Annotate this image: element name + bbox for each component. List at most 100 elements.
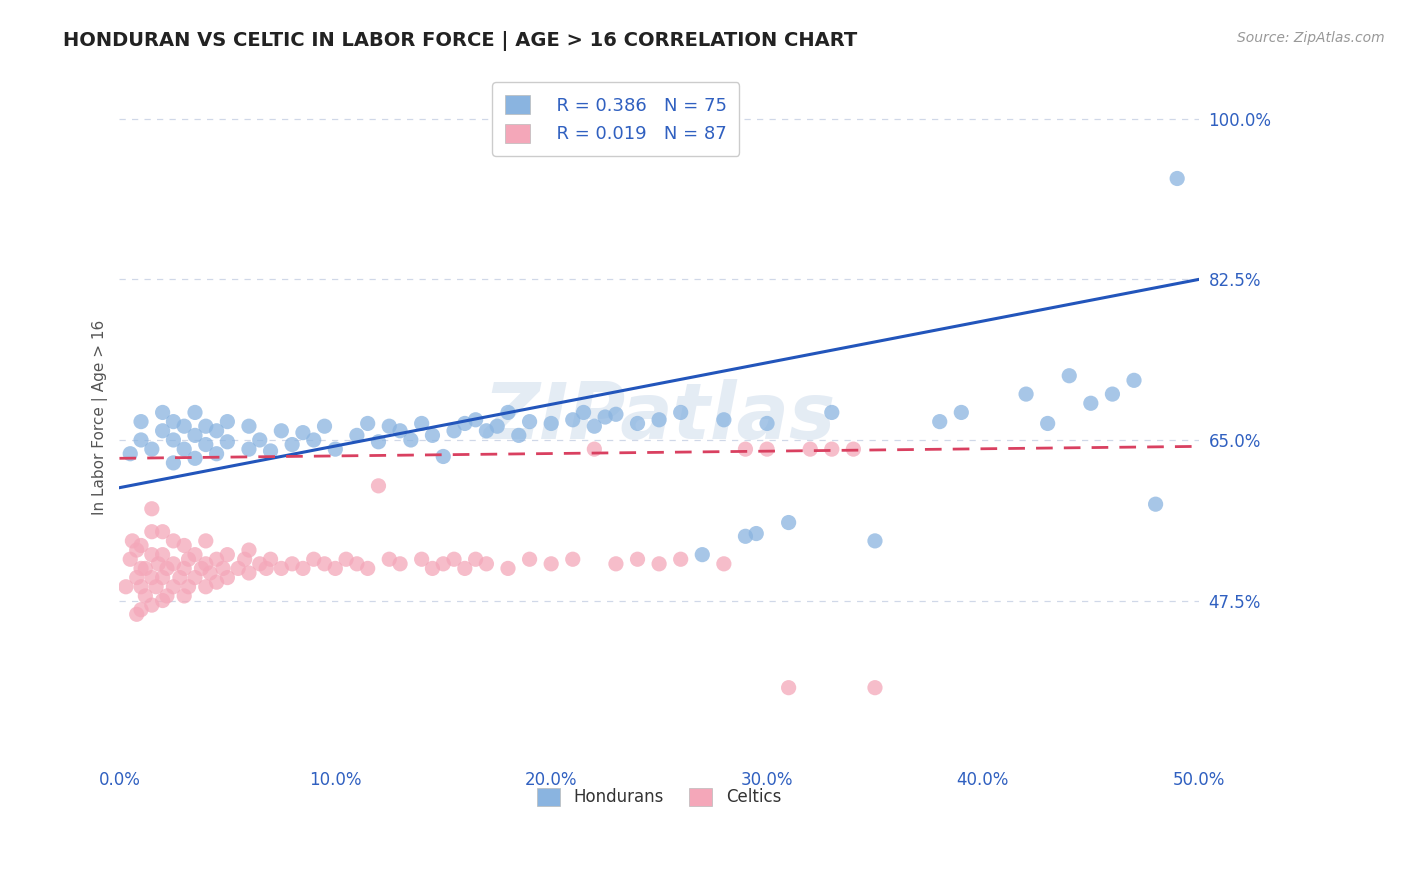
Point (281, 557, 304, 571)
Point (217, 415, 239, 429)
Point (129, 561, 152, 575)
Point (217, 548, 239, 562)
Point (302, 552, 325, 566)
Point (443, 424, 465, 438)
Point (508, 428, 530, 442)
Point (152, 405, 174, 419)
Point (346, 557, 368, 571)
Point (173, 561, 195, 575)
Point (194, 533, 217, 548)
Point (690, 548, 713, 562)
Point (162, 557, 184, 571)
Point (422, 561, 444, 575)
Point (141, 571, 163, 585)
Point (238, 419, 260, 434)
Text: Source: ZipAtlas.com: Source: ZipAtlas.com (1237, 31, 1385, 45)
Point (254, 561, 277, 575)
Point (162, 580, 184, 594)
Point (314, 419, 336, 434)
Point (162, 456, 184, 470)
Point (184, 405, 207, 419)
Point (134, 561, 156, 575)
Point (152, 524, 174, 539)
Point (177, 552, 200, 566)
Point (399, 433, 422, 447)
Point (212, 561, 235, 575)
Point (432, 450, 454, 464)
Point (475, 424, 498, 438)
Point (314, 557, 336, 571)
Point (863, 533, 886, 548)
Point (496, 561, 519, 575)
Point (233, 552, 256, 566)
Point (378, 552, 401, 566)
Point (323, 442, 346, 457)
Point (626, 417, 648, 431)
Point (842, 781, 865, 796)
Point (378, 419, 401, 434)
Point (561, 413, 583, 427)
Point (778, 516, 800, 530)
Point (734, 529, 756, 543)
Point (205, 575, 228, 590)
Y-axis label: In Labor Force | Age > 16: In Labor Force | Age > 16 (93, 319, 108, 515)
Point (302, 433, 325, 447)
Point (156, 561, 179, 575)
Point (125, 543, 148, 558)
Point (121, 533, 143, 548)
Point (226, 561, 249, 575)
Point (799, 442, 821, 457)
Point (648, 413, 671, 427)
Point (561, 552, 583, 566)
Point (357, 417, 380, 431)
Point (141, 501, 163, 516)
Point (141, 524, 163, 539)
Point (162, 433, 184, 447)
Point (249, 433, 271, 447)
Point (357, 561, 380, 575)
Point (291, 425, 314, 440)
Point (205, 552, 228, 566)
Point (145, 580, 167, 594)
Text: HONDURAN VS CELTIC IN LABOR FORCE | AGE > 16 CORRELATION CHART: HONDURAN VS CELTIC IN LABOR FORCE | AGE … (63, 31, 858, 51)
Point (1101, 387, 1123, 401)
Point (475, 557, 498, 571)
Legend: Hondurans, Celtics: Hondurans, Celtics (529, 780, 790, 814)
Point (129, 415, 152, 429)
Point (389, 424, 412, 438)
Point (821, 442, 844, 457)
Point (238, 543, 260, 558)
Point (205, 424, 228, 438)
Point (411, 417, 433, 431)
Point (120, 447, 142, 461)
Point (1123, 373, 1146, 387)
Point (173, 442, 195, 457)
Point (519, 552, 541, 566)
Point (367, 434, 389, 449)
Point (669, 405, 692, 419)
Point (152, 548, 174, 562)
Point (134, 589, 156, 603)
Point (238, 566, 260, 580)
Point (129, 603, 152, 617)
Point (148, 557, 170, 571)
Point (734, 442, 756, 457)
Point (842, 442, 865, 457)
Point (605, 407, 627, 421)
Point (291, 561, 314, 575)
Point (605, 557, 627, 571)
Point (713, 557, 735, 571)
Point (323, 561, 346, 575)
Point (173, 589, 195, 603)
Point (270, 424, 292, 438)
Point (177, 580, 200, 594)
Point (152, 571, 174, 585)
Point (125, 571, 148, 585)
Point (496, 405, 519, 419)
Point (141, 442, 163, 457)
Point (443, 552, 465, 566)
Point (190, 561, 212, 575)
Point (1144, 497, 1167, 511)
Point (184, 548, 207, 562)
Point (194, 419, 217, 434)
